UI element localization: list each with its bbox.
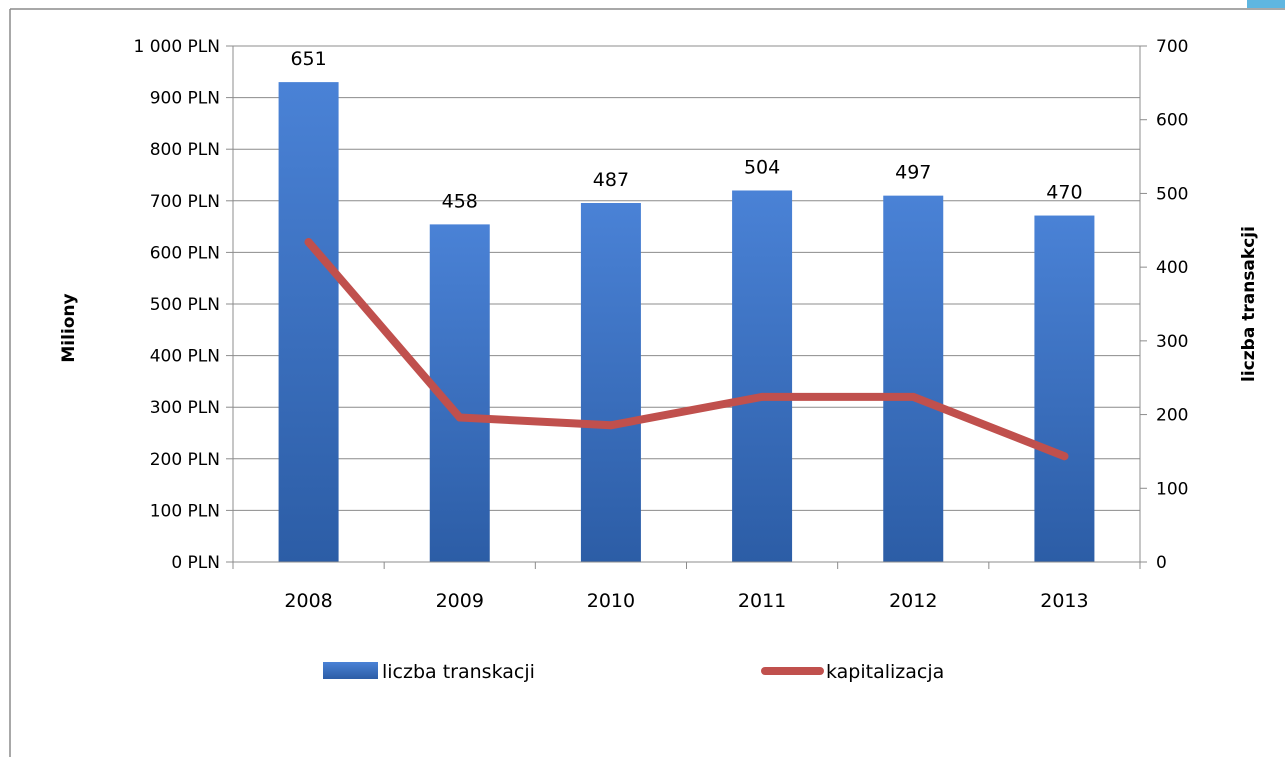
right-axis-tick-label: 600 [1156,111,1188,131]
x-axis-tick-label: 2011 [738,590,786,612]
legend: liczba transkacji kapitalizacja [323,661,944,683]
right-axis-tick-label: 300 [1156,332,1188,352]
bar-data-label: 651 [290,48,326,70]
x-axis-tick-label: 2012 [889,590,937,612]
x-axis-tick-label: 2013 [1040,590,1088,612]
left-axis-tick-label: 700 PLN [150,192,220,212]
labels: 651 458 487 504 497 470 Miliony liczba transakc… [59,48,1259,382]
left-axis-tick-label: 0 PLN [171,553,220,573]
line-point-kapitalizacja [455,413,464,422]
left-axis-tick-label: 400 PLN [150,347,220,367]
legend-label-bar: liczba transkacji [382,661,535,683]
bar-data-label: 487 [593,169,629,191]
axes: 0 PLN 100 PLN 200 PLN 300 PLN 400 PLN 500 PLN… [133,37,1188,612]
left-axis-tick-label: 300 PLN [150,398,220,418]
line-point-kapitalizacja [304,238,313,247]
bar-data-label: 470 [1046,182,1082,204]
x-axis-tick-label: 2010 [587,590,635,612]
line-point-kapitalizacja [758,392,767,401]
left-axis-title: Miliony [59,293,79,362]
x-axis-tick-label: 2008 [284,590,332,612]
left-axis-tick-label: 100 PLN [150,501,220,521]
bar-liczba-transkacji [278,82,339,563]
bar-liczba-transkacji [732,190,793,563]
bar-liczba-transkacji [580,203,641,563]
right-axis-tick-label: 100 [1156,479,1188,499]
line-series [304,238,1069,461]
corner-accent [1247,0,1285,8]
bar-liczba-transkacji [1034,215,1095,563]
x-axis-tick-label: 2009 [436,590,484,612]
bar-data-label: 497 [895,162,931,184]
bar-series [278,82,1095,563]
right-axis-tick-label: 700 [1156,37,1188,57]
legend-swatch-bar [323,662,378,679]
bar-liczba-transkacji [883,195,944,562]
line-point-kapitalizacja [606,421,615,430]
line-point-kapitalizacja [1060,452,1069,461]
right-axis-title: liczba transakcji [1239,226,1259,382]
left-axis-tick-label: 600 PLN [150,243,220,263]
right-axis-tick-label: 200 [1156,406,1188,426]
line-point-kapitalizacja [909,392,918,401]
left-axis-tick-label: 900 PLN [150,89,220,109]
right-axis-tick-label: 500 [1156,184,1188,204]
left-axis-tick-label: 500 PLN [150,295,220,315]
legend-label-line: kapitalizacja [826,661,944,683]
left-axis-tick-label: 200 PLN [150,450,220,470]
gridlines [233,45,1140,511]
right-axis-tick-label: 0 [1156,553,1167,573]
left-axis-tick-label: 1 000 PLN [133,37,220,57]
bar-data-label: 458 [442,190,478,212]
left-axis-tick-label: 800 PLN [150,140,220,160]
line-kapitalizacja [304,238,1069,461]
bar-data-label: 504 [744,156,780,178]
right-axis-tick-label: 400 [1156,258,1188,278]
